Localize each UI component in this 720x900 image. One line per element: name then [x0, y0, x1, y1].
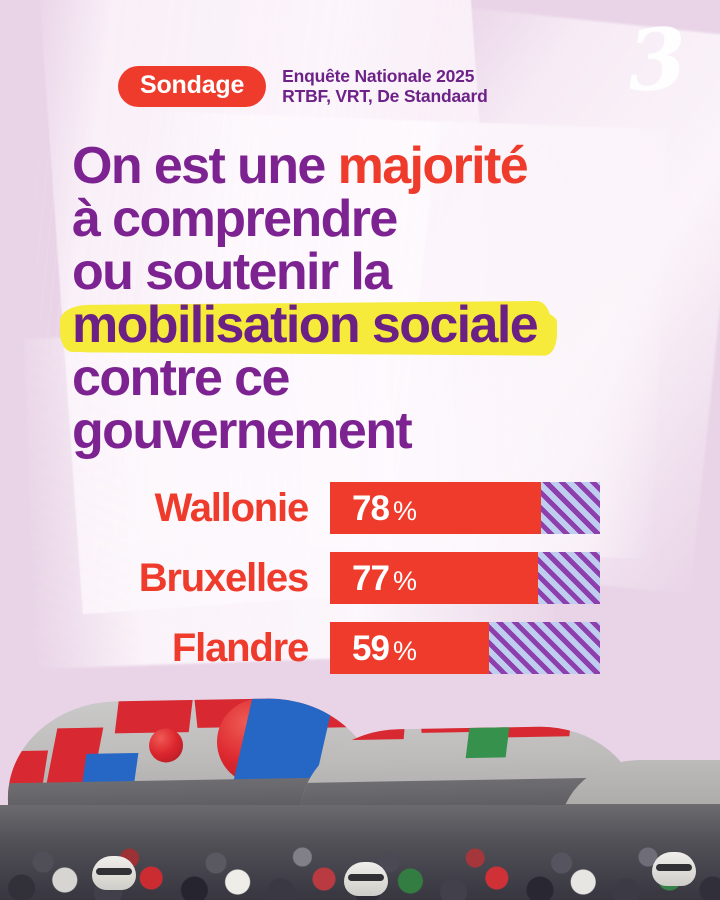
bar-track-bruxelles: 77%: [330, 552, 600, 604]
bar-value-unit-flandre: %: [392, 635, 417, 666]
headline-line-1: On est une majorité: [72, 137, 672, 195]
bar-label-wallonie: Wallonie: [154, 486, 310, 530]
chart-row-bruxelles: Bruxelles 77%: [0, 552, 720, 604]
bar-value-number-bruxelles: 77: [352, 558, 390, 598]
bar-track-wallonie: 78%: [330, 482, 600, 534]
bar-fill-bruxelles: 77%: [330, 552, 538, 604]
headline-line-6: gouvernement: [72, 402, 413, 461]
headline-highlighted-text: mobilisation sociale: [72, 296, 539, 355]
headline-line-5: contre ce: [72, 349, 290, 408]
bar-value-number-flandre: 59: [352, 628, 390, 668]
bar-label-flandre: Flandre: [171, 626, 309, 670]
chart-row-flandre: Flandre 59%: [0, 622, 720, 674]
chart-row-wallonie: Wallonie 78%: [0, 482, 720, 534]
headline-line-3: ou soutenir la: [72, 243, 392, 302]
header: Sondage Enquête Nationale 2025 RTBF, VRT…: [118, 66, 488, 107]
survey-source-line2: RTBF, VRT, De Standaard: [282, 85, 488, 106]
bar-value-bruxelles: 77%: [330, 561, 417, 596]
photo-stroke-base: [0, 805, 720, 900]
headline-plain: On est une: [72, 137, 338, 195]
bar-value-number-wallonie: 78: [352, 488, 390, 528]
protest-photo-group: [0, 670, 720, 900]
bar-value-unit-bruxelles: %: [392, 565, 417, 596]
bar-value-unit-wallonie: %: [392, 495, 417, 526]
survey-source: Enquête Nationale 2025 RTBF, VRT, De Sta…: [282, 65, 488, 107]
bar-chart: Wallonie 78% Bruxelles 77% Flandre: [0, 482, 720, 692]
page-title: On est une majorité à comprendre ou sout…: [59, 137, 672, 461]
sondage-badge: Sondage: [118, 66, 267, 107]
survey-source-line1: Enquête Nationale 2025: [282, 65, 475, 86]
headline-line-4: mobilisation sociale: [59, 296, 672, 355]
bar-fill-flandre: 59%: [330, 622, 490, 674]
headline-line-2: à comprendre: [72, 190, 398, 249]
bar-label-bruxelles: Bruxelles: [138, 556, 310, 600]
highlight-wrapper: mobilisation sociale: [59, 296, 552, 355]
headline-accent-word: majorité: [337, 137, 529, 195]
bar-value-wallonie: 78%: [330, 491, 417, 526]
bar-track-flandre: 59%: [330, 622, 600, 674]
page-number: 3: [624, 8, 689, 111]
bar-fill-wallonie: 78%: [330, 482, 541, 534]
bar-value-flandre: 59%: [330, 631, 417, 666]
